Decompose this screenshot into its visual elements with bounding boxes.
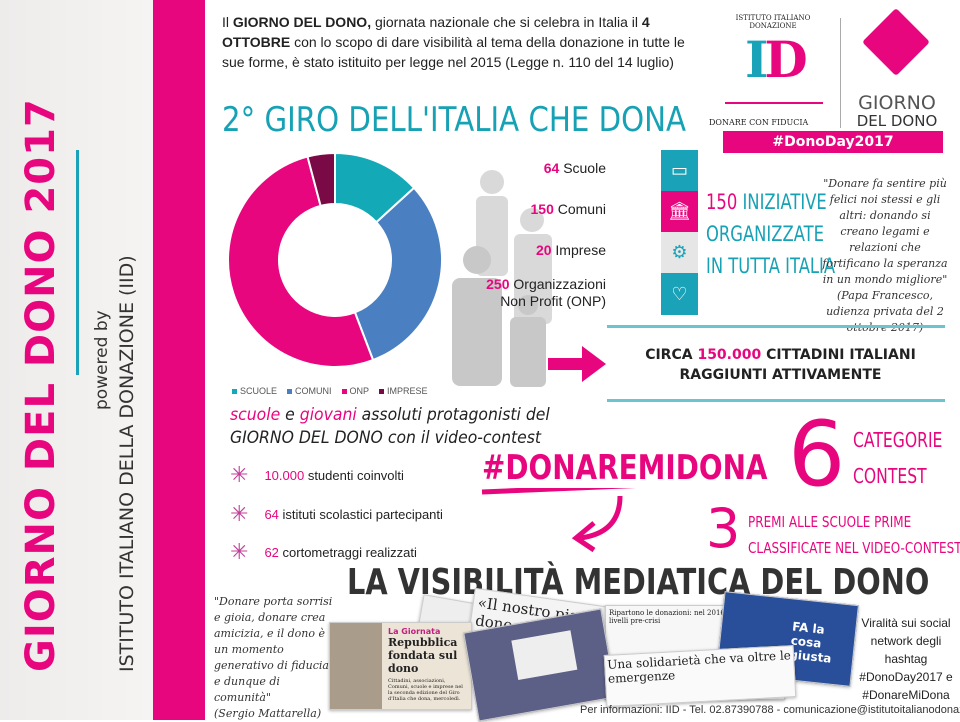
diamond-icon [862,8,930,76]
categories-number: 6 [788,402,846,507]
press-clipping: Una solidarietà che va oltre le emergenz… [603,645,797,707]
stat-item: ✳ 62 cortometraggi realizzati [230,539,417,564]
people-icon [452,170,552,387]
initiatives: 150 INIZIATIVE ORGANIZZATE IN TUTTA ITALIA [706,190,836,278]
heart-icon: ♡ [661,273,698,315]
logo: ISTITUTO ITALIANO DONAZIONE ID DONARE CO… [705,8,950,156]
gears-icon: ⚙ [661,232,698,273]
logo-tagline: DONARE CON FIDUCIA [709,118,809,127]
bank-icon: 🏛 [661,191,698,232]
media-heading: LA VISIBILITÀ MEDIATICA DEL DONO [347,562,930,603]
powered-by: powered by [92,310,112,410]
count-imprese: 20 Imprese [535,242,606,258]
legend-item: ONP [341,386,369,396]
donut-slice-imprese [306,151,336,208]
categories-label: CATEGORIE CONTEST [853,428,943,488]
legend-item: COMUNI [287,386,332,396]
footer-contact: Per informazioni: IID - Tel. 02.87390788… [580,704,960,716]
contest-hashtag: #DONAREMIDONA [482,448,768,488]
logo-mark: ID [745,30,808,89]
curved-arrow-icon [481,488,636,553]
section-heading: 2° GIRO DELL'ITALIA CHE DONA [222,100,687,140]
count-comuni: 150 Comuni [530,201,607,217]
asterisk-icon: ✳ [230,462,249,487]
logo-del-dono: DEL DONO [856,112,938,130]
stat-item: ✳ 10.000 studenti coinvolti [230,462,404,487]
arrow-right-icon [548,346,606,382]
chart-legend: SCUOLE COMUNI ONP IMPRESE [232,386,428,396]
protagonists-text: scuole e giovani assoluti protagonisti d… [230,405,550,448]
legend-item: IMPRESE [379,386,428,396]
citizens-reached: CIRCA 150.000 CITTADINI ITALIANI RAGGIUNT… [645,347,916,383]
logo-giorno: GIORNO [858,92,936,114]
divider [607,399,945,402]
legend-item: SCUOLE [232,386,277,396]
logo-arc-text: ISTITUTO ITALIANO DONAZIONE [735,14,811,30]
institute-name: ISTITUTO ITALIANO DELLA DONAZIONE (IID) [116,255,138,672]
stat-item: ✳ 64 istituti scolastici partecipanti [230,501,443,526]
divider [607,325,945,328]
prizes-number: 3 [706,497,741,560]
pink-stripe [153,0,205,720]
book-icon: ▭ [661,150,698,191]
donut-slice-onp [227,155,375,368]
pope-quote: "Donare fa sentire più felici noi stessi… [822,177,948,334]
social-virality: Viralità sui social network degli hashta… [859,616,953,702]
mattarella-quote: "Donare porta sorrisi e gioia, donare cr… [214,595,333,720]
prizes-label: PREMI ALLE SCUOLE PRIME CLASSIFICATE NEL … [748,513,960,557]
hashtag-badge: #DonoDay2017 [723,131,943,153]
sidebar-title: GIORNO DEL DONO 2017 [18,98,64,672]
asterisk-icon: ✳ [230,501,249,526]
intro-text: Il GIORNO DEL DONO, giornata nazionale c… [222,14,685,70]
count-onp: 250 Organizzazioni Non Profit (ONP) [486,276,606,309]
donut-slice-comuni [353,186,443,362]
count-schools: 64 Scuole [543,160,606,176]
divider [76,150,79,375]
press-clipping[interactable]: La Giornata Repubblica fondata sul dono … [329,622,472,710]
asterisk-icon: ✳ [230,539,249,564]
donut-chart [227,151,443,368]
